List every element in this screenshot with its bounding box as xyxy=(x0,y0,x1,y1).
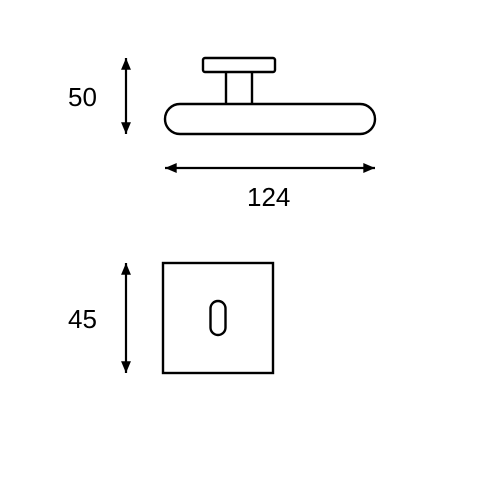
lever xyxy=(165,104,375,134)
mounting-plate xyxy=(203,58,275,72)
dim-label-50: 50 xyxy=(68,82,97,112)
keyhole xyxy=(211,301,226,335)
door-handle xyxy=(165,58,375,134)
technical-diagram: 50 124 45 xyxy=(0,0,500,500)
dim-label-124: 124 xyxy=(247,182,290,212)
escutcheon-plate xyxy=(163,263,273,373)
dim-label-45: 45 xyxy=(68,304,97,334)
